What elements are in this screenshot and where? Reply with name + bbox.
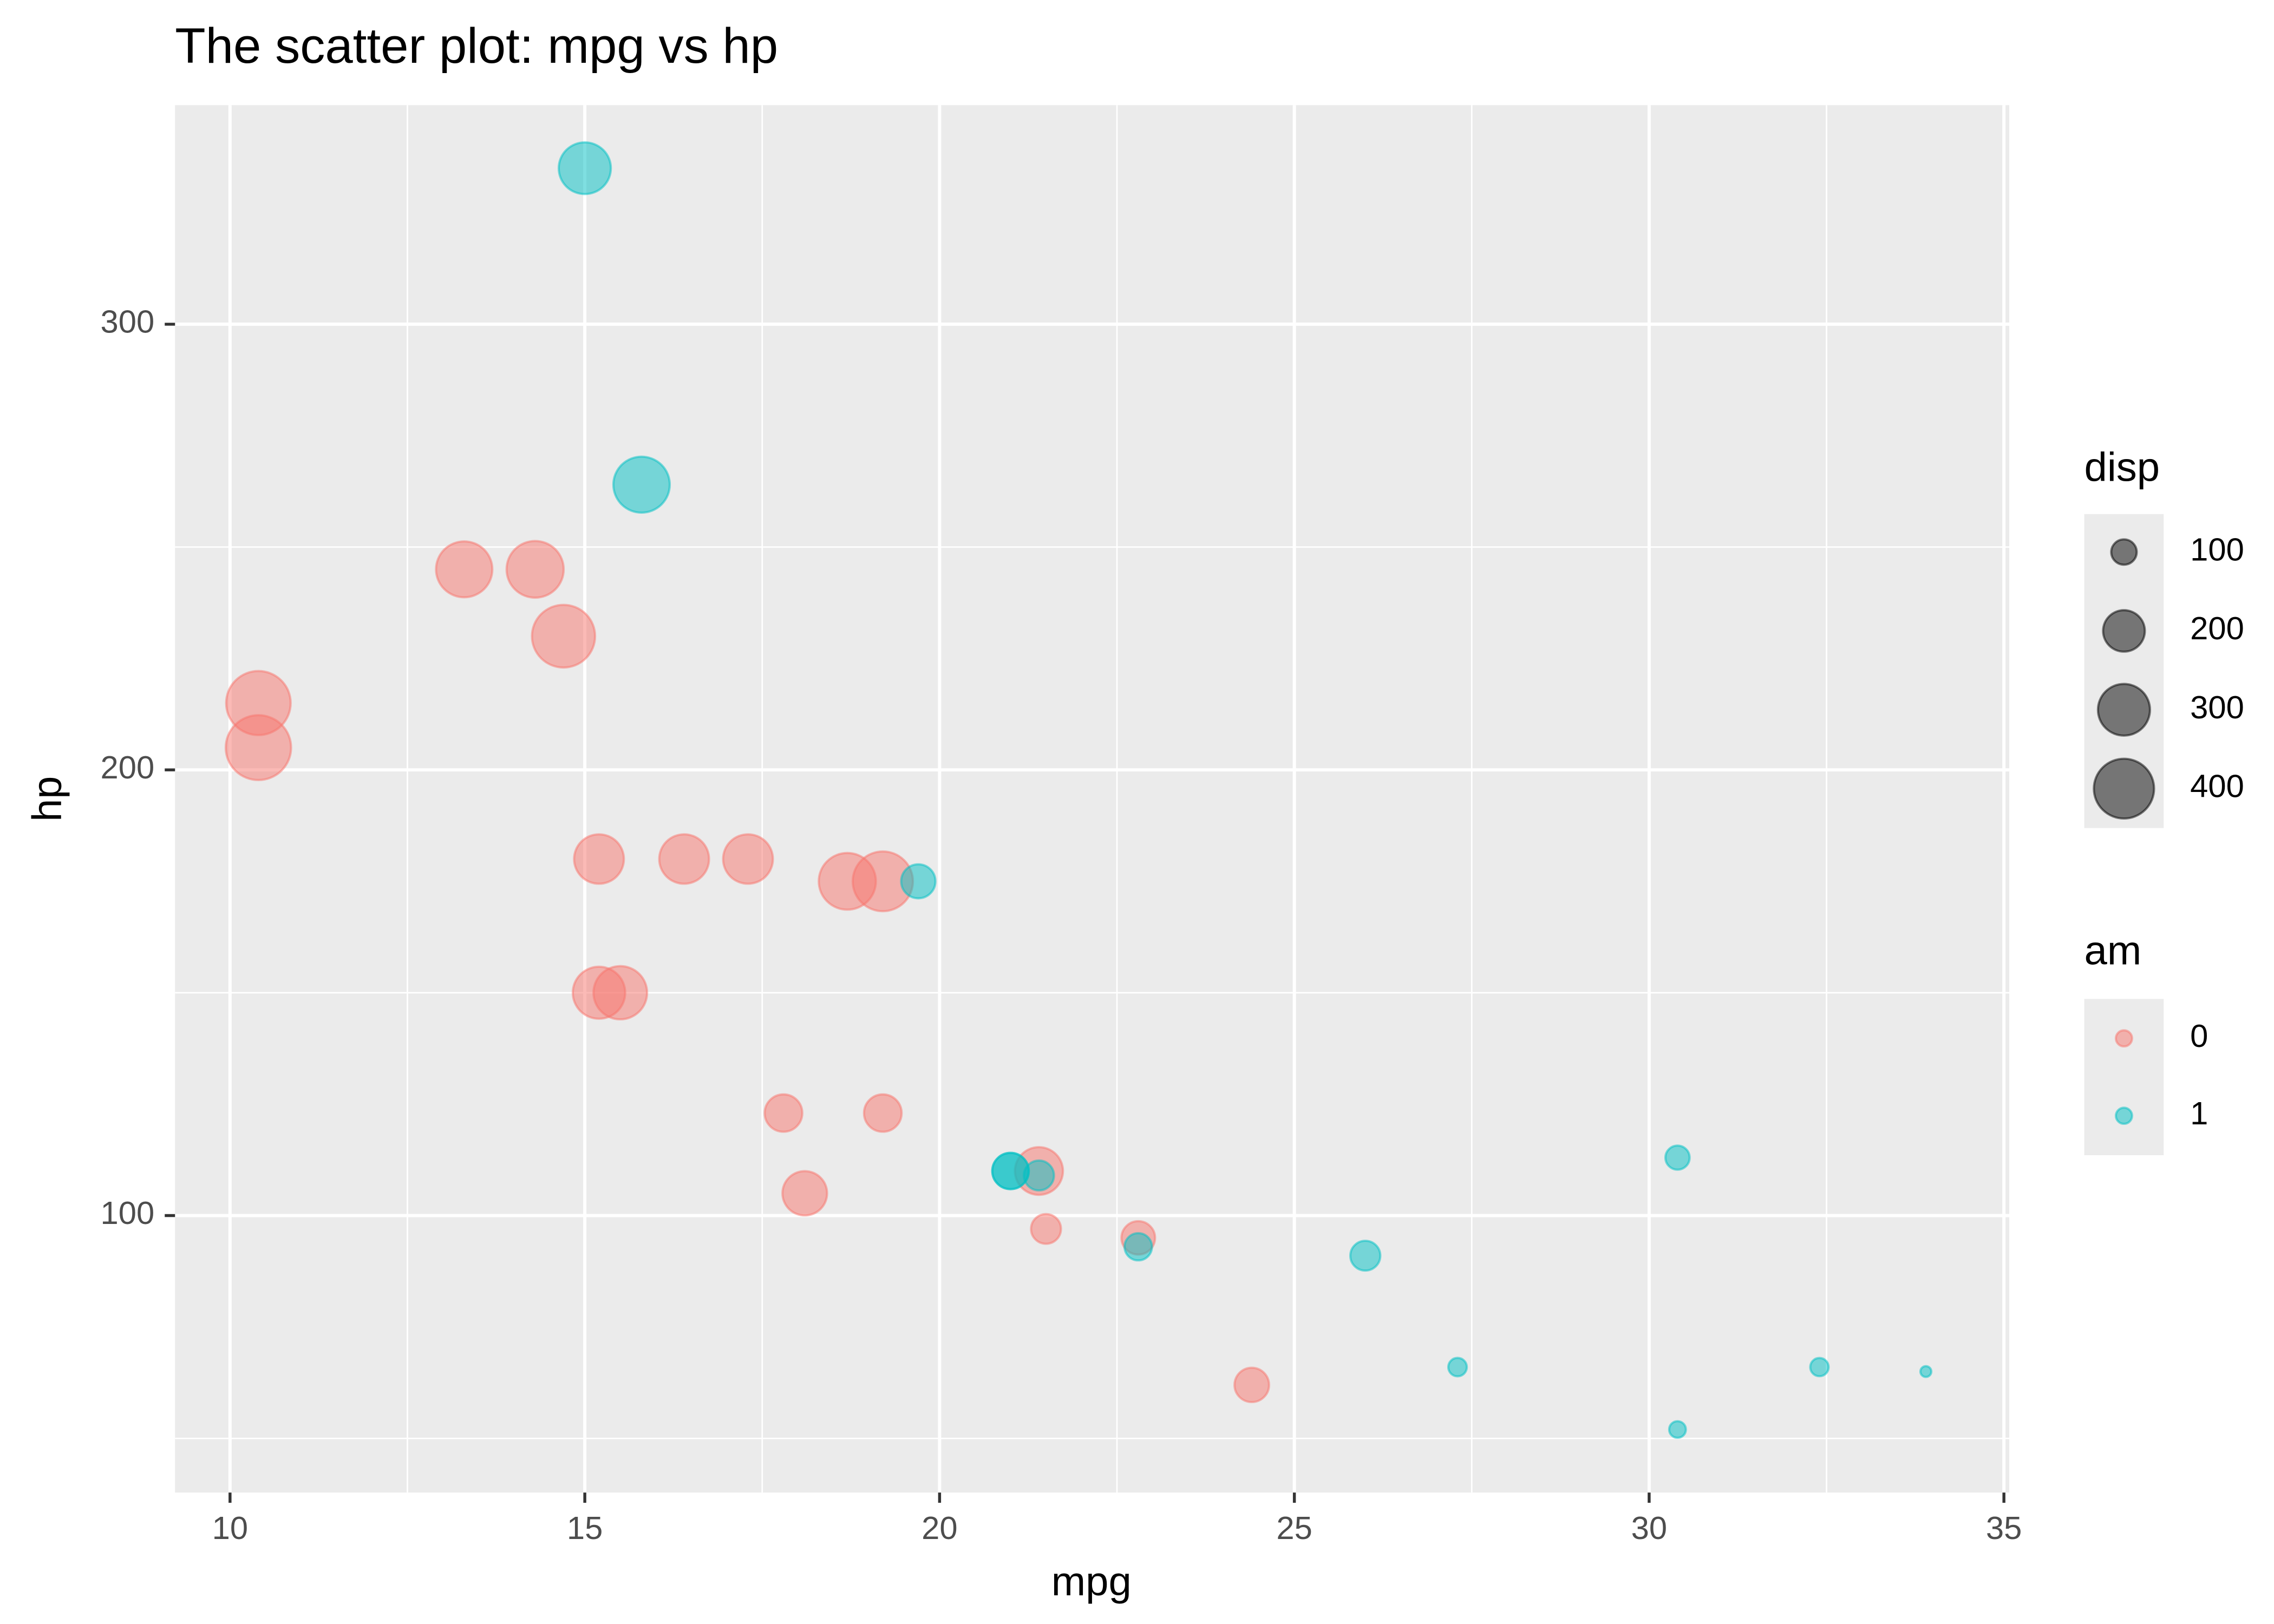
size-legend-label: 100 <box>2190 532 2244 568</box>
size-legend-label: 400 <box>2190 768 2244 804</box>
point <box>1919 1365 1933 1378</box>
x-tick-label: 15 <box>567 1510 603 1546</box>
x-axis-title: mpg <box>1051 1558 1132 1605</box>
point <box>1023 1159 1055 1192</box>
chart-title: The scatter plot: mpg vs hp <box>175 18 778 74</box>
x-tick-label: 35 <box>1986 1510 2022 1546</box>
x-tick-label: 30 <box>1631 1510 1667 1546</box>
point <box>1668 1420 1687 1439</box>
size-legend-key <box>2096 683 2151 737</box>
color-legend-title: am <box>2084 928 2142 974</box>
point <box>225 670 292 736</box>
panel-background <box>175 105 2009 1493</box>
point <box>658 833 710 885</box>
size-legend-key <box>2102 609 2146 653</box>
x-tick-label: 20 <box>922 1510 957 1546</box>
y-axis-title: hp <box>24 776 70 822</box>
y-tick-label: 300 <box>101 304 155 340</box>
y-tick-label: 200 <box>101 749 155 785</box>
point <box>722 833 774 885</box>
size-legend-key <box>2110 538 2138 566</box>
point <box>1030 1213 1062 1245</box>
point <box>1349 1240 1382 1272</box>
size-legend-title: disp <box>2084 444 2160 490</box>
point <box>557 141 612 195</box>
point <box>862 1093 903 1133</box>
x-tick-label: 10 <box>212 1510 248 1546</box>
point <box>1809 1357 1830 1378</box>
point <box>1233 1366 1270 1404</box>
color-legend-key <box>2114 1029 2133 1048</box>
point <box>573 833 625 885</box>
color-legend-key <box>2114 1106 2133 1125</box>
point <box>1664 1144 1691 1171</box>
point <box>763 1093 803 1133</box>
size-legend-label: 300 <box>2190 689 2244 725</box>
point <box>612 455 671 514</box>
point <box>781 1170 828 1217</box>
color-legend-label: 1 <box>2190 1095 2208 1131</box>
color-legend-keys <box>2084 999 2164 1155</box>
y-tick-label: 100 <box>101 1195 155 1231</box>
color-legend-label: 0 <box>2190 1018 2208 1054</box>
point <box>1123 1232 1153 1262</box>
point <box>900 863 937 900</box>
point <box>571 965 626 1020</box>
point <box>991 1151 1030 1190</box>
point <box>435 540 494 599</box>
point <box>531 604 597 669</box>
x-tick-label: 25 <box>1276 1510 1312 1546</box>
size-legend-key <box>2093 757 2155 820</box>
size-legend-label: 200 <box>2190 610 2244 646</box>
point <box>1447 1357 1468 1378</box>
point <box>505 540 565 599</box>
